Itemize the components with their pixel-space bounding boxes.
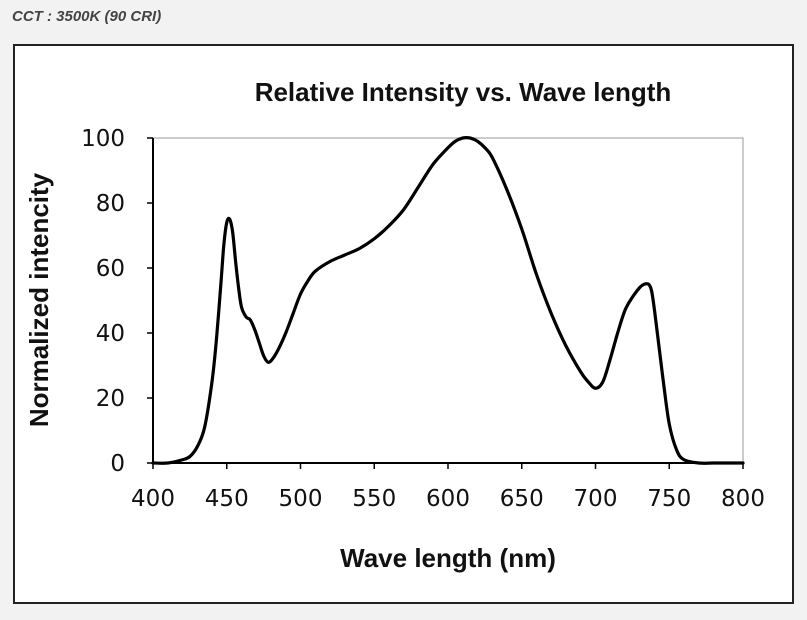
y-tick-label: 60 — [96, 256, 125, 282]
x-tick-label: 650 — [500, 486, 544, 512]
x-tick-label: 700 — [574, 486, 618, 512]
x-tick-label: 450 — [205, 486, 249, 512]
y-axis-label: Normalized intencity — [24, 172, 54, 427]
x-tick-label: 800 — [721, 486, 765, 512]
y-tick-label: 20 — [96, 386, 125, 412]
y-tick-label: 0 — [110, 451, 125, 477]
x-tick-label: 750 — [647, 486, 691, 512]
x-axis-label: Wave length (nm) — [340, 543, 556, 573]
spectrum-chart: Relative Intensity vs. Wave length 400 45… — [24, 77, 765, 573]
x-tick-label: 500 — [279, 486, 323, 512]
series-line-relative-intensity — [151, 135, 745, 465]
x-tick-label: 600 — [426, 486, 470, 512]
chart-frame: Relative Intensity vs. Wave length 400 45… — [13, 44, 794, 604]
chart-title: Relative Intensity vs. Wave length — [255, 77, 672, 107]
chart-caption: CCT : 3500K (90 CRI) — [12, 8, 162, 25]
y-tick-label: 40 — [96, 321, 125, 347]
x-tick-label: 550 — [352, 486, 396, 512]
y-tick-label: 80 — [96, 191, 125, 217]
axis-ticks: 400 450 500 550 600 650 700 750 800 0 20 40 60 80 100 — [81, 126, 765, 512]
y-tick-label: 100 — [81, 126, 125, 152]
x-tick-label: 400 — [131, 486, 175, 512]
